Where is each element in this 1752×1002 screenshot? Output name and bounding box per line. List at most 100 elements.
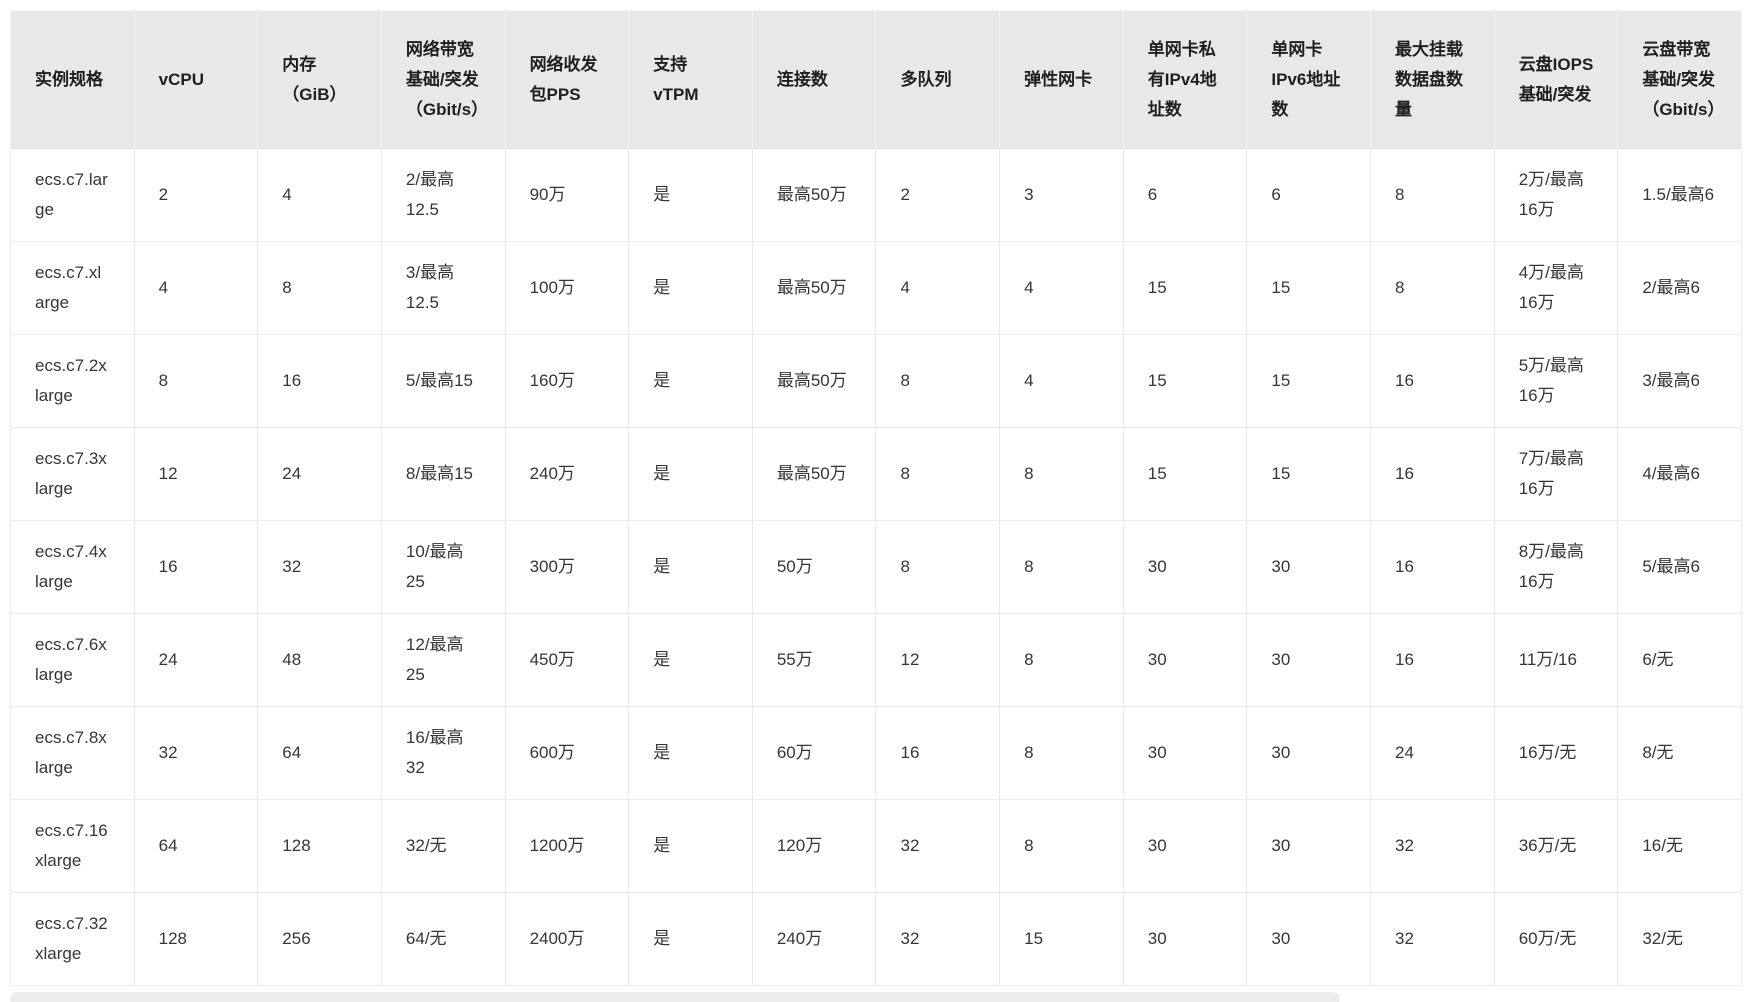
cell: 是 bbox=[628, 613, 753, 707]
cell: 12 bbox=[875, 613, 1001, 707]
cell: 32 bbox=[875, 892, 1001, 986]
cell: 16 bbox=[875, 706, 1001, 800]
cell: 32 bbox=[257, 520, 382, 614]
cell: 30 bbox=[1246, 520, 1372, 614]
cell: 16 bbox=[133, 520, 259, 614]
cell: 2 bbox=[875, 148, 1001, 242]
cell: 600万 bbox=[504, 706, 630, 800]
cell: 30 bbox=[1122, 613, 1248, 707]
cell: 4 bbox=[257, 148, 382, 242]
cell: 450万 bbox=[504, 613, 630, 707]
table-row: ecs.c7.16xlarge 64 128 32/无 1200万是 120万 32 8 30 3… bbox=[10, 799, 1742, 893]
instance-type-cell: ecs.c7.6xlarge bbox=[10, 613, 135, 707]
cell: 24 bbox=[133, 613, 259, 707]
cell: 3 bbox=[999, 148, 1124, 242]
cell: 8/最高15 bbox=[380, 427, 506, 521]
instance-type-cell: ecs.c7.16xlarge bbox=[10, 799, 135, 893]
cell: 30 bbox=[1246, 706, 1372, 800]
cell: 240万 bbox=[751, 892, 877, 986]
cell: 60万/无 bbox=[1493, 892, 1619, 986]
cell: 2400万 bbox=[504, 892, 630, 986]
cell: 8 bbox=[133, 334, 259, 428]
cell: 是 bbox=[628, 892, 753, 986]
cell: 15 bbox=[1246, 427, 1372, 521]
cell: 30 bbox=[1122, 799, 1248, 893]
cell: 55万 bbox=[751, 613, 877, 707]
cell: 2/最高12.5 bbox=[380, 148, 506, 242]
table-row: ecs.c7.32xlarge 128 256 64/无 2400万是 240万 32 15 3… bbox=[10, 892, 1742, 986]
cell: 是 bbox=[628, 799, 753, 893]
cell: 30 bbox=[1122, 706, 1248, 800]
cell: 64/无 bbox=[380, 892, 506, 986]
cell: 48 bbox=[257, 613, 382, 707]
instance-type-cell: ecs.c7.32xlarge bbox=[10, 892, 135, 986]
cell: 8 bbox=[1370, 241, 1495, 335]
table-row: ecs.c7.8xlarge 32 64 16/最高32 600万是 60万 16 8 30 30… bbox=[10, 706, 1742, 800]
cell: 8 bbox=[257, 241, 382, 335]
cell: 15 bbox=[1122, 241, 1248, 335]
cell: 6 bbox=[1246, 148, 1372, 242]
cell: 16 bbox=[257, 334, 382, 428]
column-header: 云盘IOPS基础/突发 bbox=[1493, 10, 1619, 149]
cell: 8 bbox=[999, 799, 1124, 893]
cell: 15 bbox=[1122, 427, 1248, 521]
cell: 12 bbox=[133, 427, 259, 521]
cell: 10/最高25 bbox=[380, 520, 506, 614]
cell: 32 bbox=[1370, 892, 1495, 986]
cell: 300万 bbox=[504, 520, 630, 614]
cell: 64 bbox=[257, 706, 382, 800]
cell: 11万/16 bbox=[1493, 613, 1619, 707]
cell: 30 bbox=[1246, 892, 1372, 986]
table-row: ecs.c7.3xlarge 12 24 8/最高15 240万是最高50万 8 8 15 15… bbox=[10, 427, 1742, 521]
cell: 6/无 bbox=[1617, 613, 1742, 707]
cell: 2 bbox=[133, 148, 259, 242]
cell: 2万/最高16万 bbox=[1493, 148, 1619, 242]
instance-spec-table: 实例规格 vCPU 内存（GiB） 网络带宽基础/突发（Gbit/s） 网络收发包PPS… bbox=[10, 10, 1742, 986]
cell: 8万/最高16万 bbox=[1493, 520, 1619, 614]
cell: 32 bbox=[1370, 799, 1495, 893]
column-header: 多队列 bbox=[875, 10, 1001, 149]
cell: 4 bbox=[133, 241, 259, 335]
column-header: 实例规格 bbox=[10, 10, 135, 149]
instance-type-cell: ecs.c7.3xlarge bbox=[10, 427, 135, 521]
table-row: ecs.c7.4xlarge 16 32 10/最高25 300万是 50万 8 8 30 30 1… bbox=[10, 520, 1742, 614]
cell: 5/最高15 bbox=[380, 334, 506, 428]
cell: 最高50万 bbox=[751, 427, 877, 521]
cell: 2/最高6 bbox=[1617, 241, 1742, 335]
cell: 60万 bbox=[751, 706, 877, 800]
cell: 3/最高6 bbox=[1617, 334, 1742, 428]
column-header: 单网卡私有IPv4地址数 bbox=[1122, 10, 1248, 149]
cell: 160万 bbox=[504, 334, 630, 428]
cell: 5/最高6 bbox=[1617, 520, 1742, 614]
cell: 16/最高32 bbox=[380, 706, 506, 800]
cell: 16万/无 bbox=[1493, 706, 1619, 800]
cell: 64 bbox=[133, 799, 259, 893]
table-row: ecs.c7.large 2 4 2/最高12.5 90万是最高50万 2 3 6 6 8 2万/最… bbox=[10, 148, 1742, 242]
instance-type-cell: ecs.c7.large bbox=[10, 148, 135, 242]
instance-type-cell: ecs.c7.2xlarge bbox=[10, 334, 135, 428]
cell: 16 bbox=[1370, 334, 1495, 428]
cell: 16/无 bbox=[1617, 799, 1742, 893]
cell: 15 bbox=[1246, 334, 1372, 428]
cell: 4 bbox=[875, 241, 1001, 335]
cell: 最高50万 bbox=[751, 334, 877, 428]
cell: 是 bbox=[628, 520, 753, 614]
cell: 128 bbox=[133, 892, 259, 986]
cell: 1200万 bbox=[504, 799, 630, 893]
cell: 30 bbox=[1246, 799, 1372, 893]
cell: 8 bbox=[999, 427, 1124, 521]
cell: 4 bbox=[999, 241, 1124, 335]
cell: 32 bbox=[133, 706, 259, 800]
cell: 240万 bbox=[504, 427, 630, 521]
cell: 是 bbox=[628, 706, 753, 800]
cell: 30 bbox=[1246, 613, 1372, 707]
cell: 30 bbox=[1122, 520, 1248, 614]
cell: 90万 bbox=[504, 148, 630, 242]
column-header: 连接数 bbox=[751, 10, 877, 149]
cell: 16 bbox=[1370, 427, 1495, 521]
horizontal-scrollbar-thumb[interactable] bbox=[10, 992, 1340, 1002]
cell: 8 bbox=[999, 613, 1124, 707]
cell: 32/无 bbox=[380, 799, 506, 893]
cell: 30 bbox=[1122, 892, 1248, 986]
